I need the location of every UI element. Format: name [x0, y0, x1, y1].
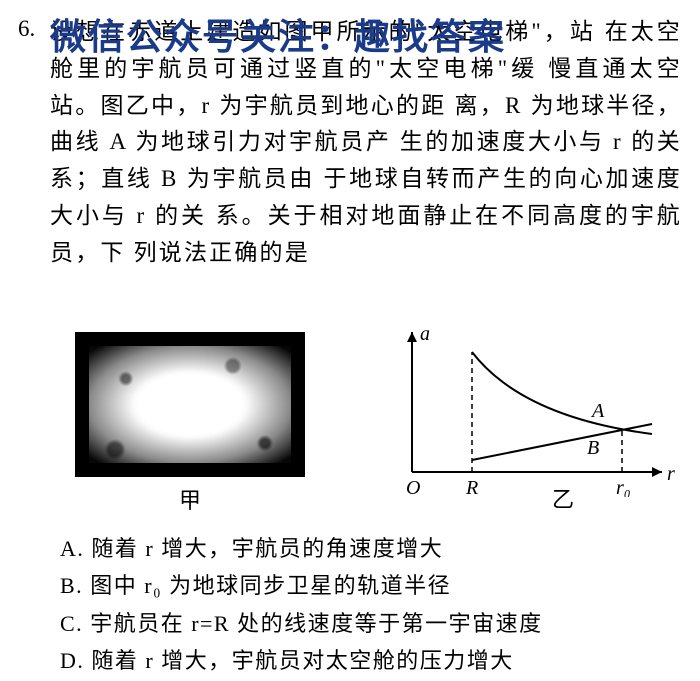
svg-text:R: R — [465, 477, 478, 497]
graph-svg: a r O Rr₀ AB — [382, 322, 682, 497]
figure-right: a r O Rr₀ AB 乙 — [382, 322, 682, 512]
photo-placeholder — [75, 332, 305, 477]
photo-noise — [83, 340, 297, 469]
svg-text:O: O — [406, 477, 420, 497]
option-b: B. 图中 r₀ 为地球同步卫星的轨道半径 — [60, 567, 682, 604]
svg-text:r: r — [667, 463, 675, 485]
watermark-text: 微信公众号关注：趣找答案 — [50, 8, 506, 60]
fig-label-left: 甲 — [50, 483, 330, 515]
figure-left: 甲 — [50, 322, 330, 512]
option-c: C. 宇航员在 r=R 处的线速度等于第一宇宙速度 — [60, 605, 682, 642]
option-a: A. 随着 r 增大，宇航员的角速度增大 — [60, 530, 682, 567]
option-b-text: 图中 r₀ 为地球同步卫星的轨道半径 — [90, 573, 451, 598]
svg-text:B: B — [587, 437, 599, 459]
option-d-text: 随着 r 增大，宇航员对太空舱的压力增大 — [91, 648, 513, 673]
svg-text:a: a — [420, 323, 430, 345]
option-d: D. 随着 r 增大，宇航员对太空舱的压力增大 — [60, 642, 682, 679]
fig-label-right: 乙 — [552, 482, 574, 514]
svg-text:r₀: r₀ — [616, 477, 631, 497]
options-block: A. 随着 r 增大，宇航员的角速度增大 B. 图中 r₀ 为地球同步卫星的轨道… — [60, 530, 682, 680]
option-a-text: 随着 r 增大，宇航员的角速度增大 — [91, 536, 443, 561]
svg-text:A: A — [590, 400, 605, 422]
q-line-7: 列说法正确的是 — [134, 240, 310, 265]
figures-row: 甲 a r O Rr₀ AB 乙 — [50, 322, 682, 512]
question-number: 6. — [18, 16, 35, 42]
option-c-text: 宇航员在 r=R 处的线速度等于第一宇宙速度 — [90, 611, 542, 636]
